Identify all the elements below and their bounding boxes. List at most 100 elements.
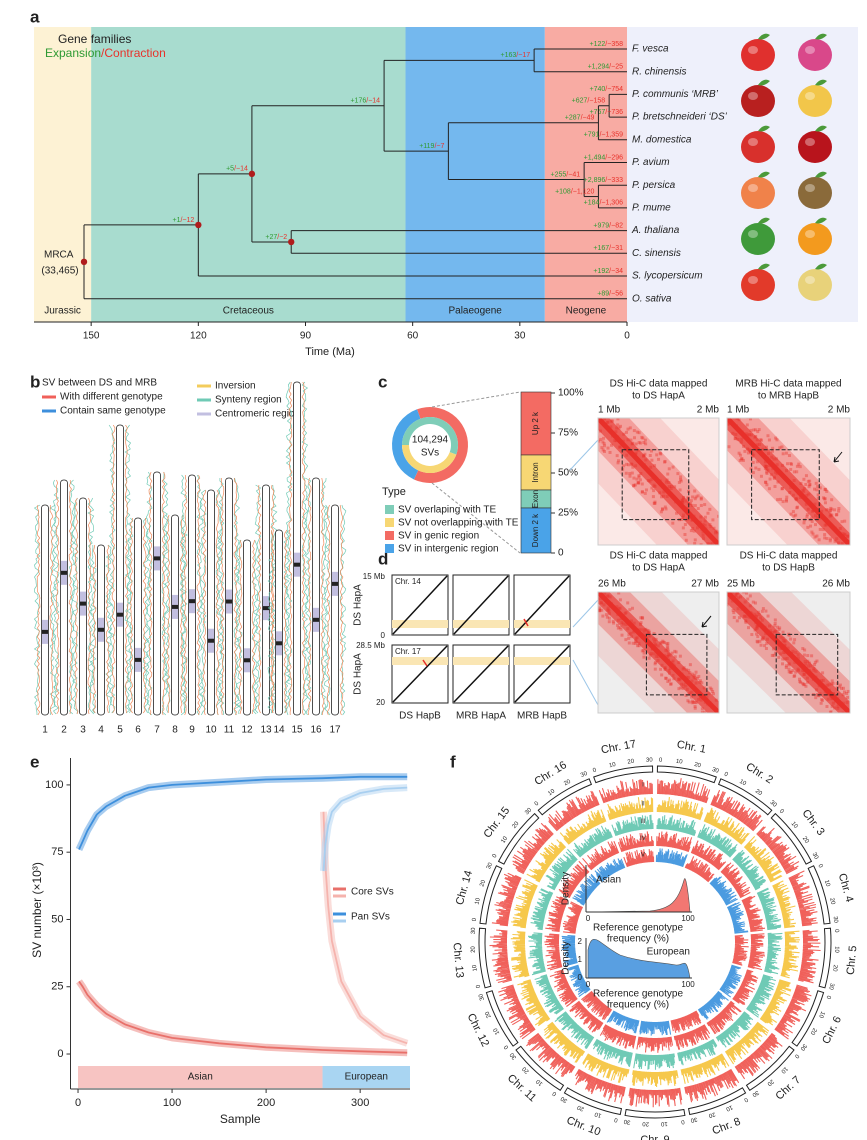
hic-pixel: [677, 480, 681, 484]
ideogram-tick: 30: [486, 861, 495, 870]
hic-pixel: [764, 647, 768, 651]
hic-pixel: [805, 515, 809, 519]
panel-letter: c: [378, 372, 387, 391]
fruit-leaf: [758, 79, 770, 86]
centromere: [98, 627, 104, 632]
fruit-leaf: [815, 217, 827, 224]
sv-track: [166, 514, 171, 714]
ideogram-tick: 10: [817, 1010, 825, 1019]
hic-pixel: [846, 689, 850, 693]
connector: [431, 391, 521, 408]
ring-track: [561, 934, 578, 967]
hic-pixel: [833, 508, 837, 512]
ring-track: [732, 969, 759, 1005]
hic-pixel: [663, 460, 667, 464]
x-axis-label: Time (Ma): [305, 346, 355, 358]
hic-pixel: [634, 640, 638, 644]
hic-pixel: [840, 720, 843, 723]
ring-track: [684, 856, 715, 883]
bar-tick-label: 100%: [558, 388, 584, 399]
chromosome-label: Chr. 10: [565, 1115, 602, 1139]
x-tick-label: 60: [407, 331, 419, 342]
x-tick-label: 200: [257, 1097, 275, 1109]
hic-pixel: [620, 633, 624, 637]
bar-tick-label: 75%: [558, 428, 578, 439]
hic-pixel: [696, 506, 700, 510]
hic-pixel: [814, 481, 818, 485]
sv-track: [68, 479, 73, 715]
sv-track: [238, 539, 243, 715]
hic-pixel: [598, 608, 601, 612]
hic-pixel: [618, 598, 622, 602]
hic-pixel: [777, 655, 781, 659]
x-tick-label: 100: [681, 914, 695, 923]
hic-pixel: [634, 639, 638, 643]
ideogram-tick: 0: [833, 929, 839, 933]
legend-expansion: Expansion: [45, 46, 101, 60]
hic-pixel: [673, 649, 677, 653]
highlight-band: [453, 620, 509, 628]
y-tick-label: 25: [51, 981, 63, 993]
hic-pixel: [765, 483, 769, 487]
segment-label: Down 2 k: [531, 513, 540, 547]
hic-pixel: [595, 596, 598, 599]
hic-pixel: [819, 701, 823, 705]
hic-pixel: [727, 603, 729, 607]
hic-pixel: [640, 435, 644, 439]
hic-pixel: [605, 615, 609, 619]
hic-pixel: [637, 474, 641, 478]
ring-track: [498, 984, 536, 1040]
ring-track: [562, 901, 584, 934]
hic-pixel: [810, 516, 814, 520]
hic-pixel: [662, 641, 666, 645]
hic-pixel: [617, 459, 621, 463]
chromosome-label: 9: [189, 725, 195, 736]
hic-pixel: [632, 436, 636, 440]
y-tick-label: 100: [45, 779, 63, 791]
hic-pixel: [720, 534, 723, 537]
hic-pixel: [693, 673, 697, 677]
ideogram-tick: 20: [765, 1078, 774, 1087]
hic-pixel: [700, 707, 704, 711]
ideogram-tick: 20: [693, 762, 702, 770]
hic-pixel: [607, 620, 611, 624]
hic-pixel: [749, 467, 753, 471]
hic-pixel: [741, 458, 745, 462]
fruit-highlight: [805, 276, 815, 284]
y-axis-label: DS HapA: [353, 584, 364, 626]
series-line: [322, 811, 408, 1045]
fruit-icon: [741, 39, 775, 71]
density-area: [587, 878, 691, 913]
expansion-count: +27: [265, 234, 277, 241]
ring-track: [628, 1087, 683, 1108]
hic-pixel: [813, 487, 817, 491]
hic-pixel: [795, 470, 799, 474]
contraction-count: /−2: [277, 234, 287, 241]
hic-pixel: [837, 506, 841, 510]
hic-pixel: [720, 700, 723, 703]
ring-track: [545, 896, 569, 933]
hic-map: [727, 418, 850, 545]
sv-track: [142, 517, 150, 714]
expansion-count: +192: [593, 268, 609, 275]
hic-pixel: [652, 489, 656, 493]
ideogram-tick: 30: [623, 1118, 631, 1125]
segment-label: Exon: [531, 490, 540, 508]
node-dot: [80, 258, 88, 266]
hic-pixel: [696, 494, 700, 498]
hic-pixel: [775, 438, 779, 442]
ring-track: [549, 969, 578, 1007]
hic-pixel: [618, 625, 622, 629]
legend-label: With different genotype: [60, 392, 163, 403]
hic-pixel: [826, 508, 830, 512]
ideogram-tick: 10: [724, 1103, 733, 1111]
hic-pixel: [830, 507, 834, 511]
expansion-count: +1,494: [584, 154, 606, 161]
hic-pixel: [735, 619, 739, 623]
ideogram-tick: 30: [509, 1051, 518, 1060]
fruit-highlight: [805, 92, 815, 100]
y-tick-label: 50: [51, 913, 63, 925]
hic-pixel: [689, 529, 693, 533]
hic-pixel: [794, 513, 798, 517]
hic-pixel: [690, 699, 694, 703]
